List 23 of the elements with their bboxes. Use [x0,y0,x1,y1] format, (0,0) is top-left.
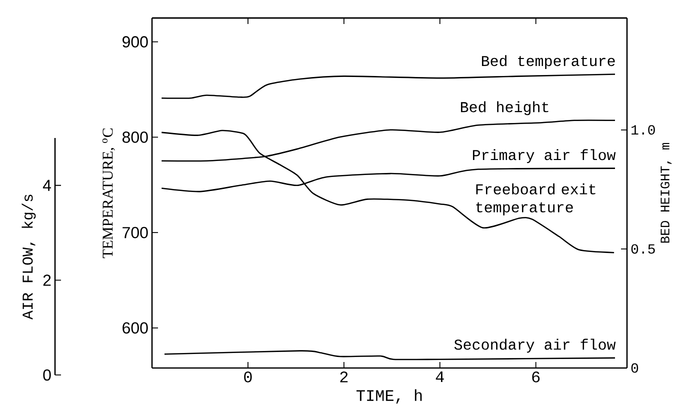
y-axis-title: TEMPERATURE, $^{o}$C [102,128,115,258]
y2-tick-label: 1.0 [632,125,655,135]
series-label: Secondary air flow [454,338,616,353]
x-axis-title: TIME, h [356,389,422,404]
x-tick-label: 4 [436,372,444,382]
y-tick-label: 900 [122,36,148,48]
series-label: Bed height [460,101,548,116]
y3-axis-title: AIR FLOW, kg/s [22,194,36,320]
y2-tick-label: 0.5 [631,244,655,254]
y2-axis-title: BED HEIGHT, m [660,142,672,243]
y-tick-label: 600 [122,322,148,334]
y-tick-label: 800 [122,132,148,143]
x-tick-label: 6 [532,372,540,382]
series-label: Bed temperature [482,55,615,70]
y2-tick-label: 0 [631,363,638,373]
series-label: Freeboard exit temperature [476,183,596,216]
x-tick-label: 0 [244,372,252,382]
series-label: Primary air flow [472,149,616,164]
y3-tick-label: 2 [43,274,51,286]
y3-tick-label: 4 [42,180,51,191]
line-series [160,74,616,99]
y-tick-label: 700 [122,226,148,238]
x-tick-label: 2 [340,372,348,382]
